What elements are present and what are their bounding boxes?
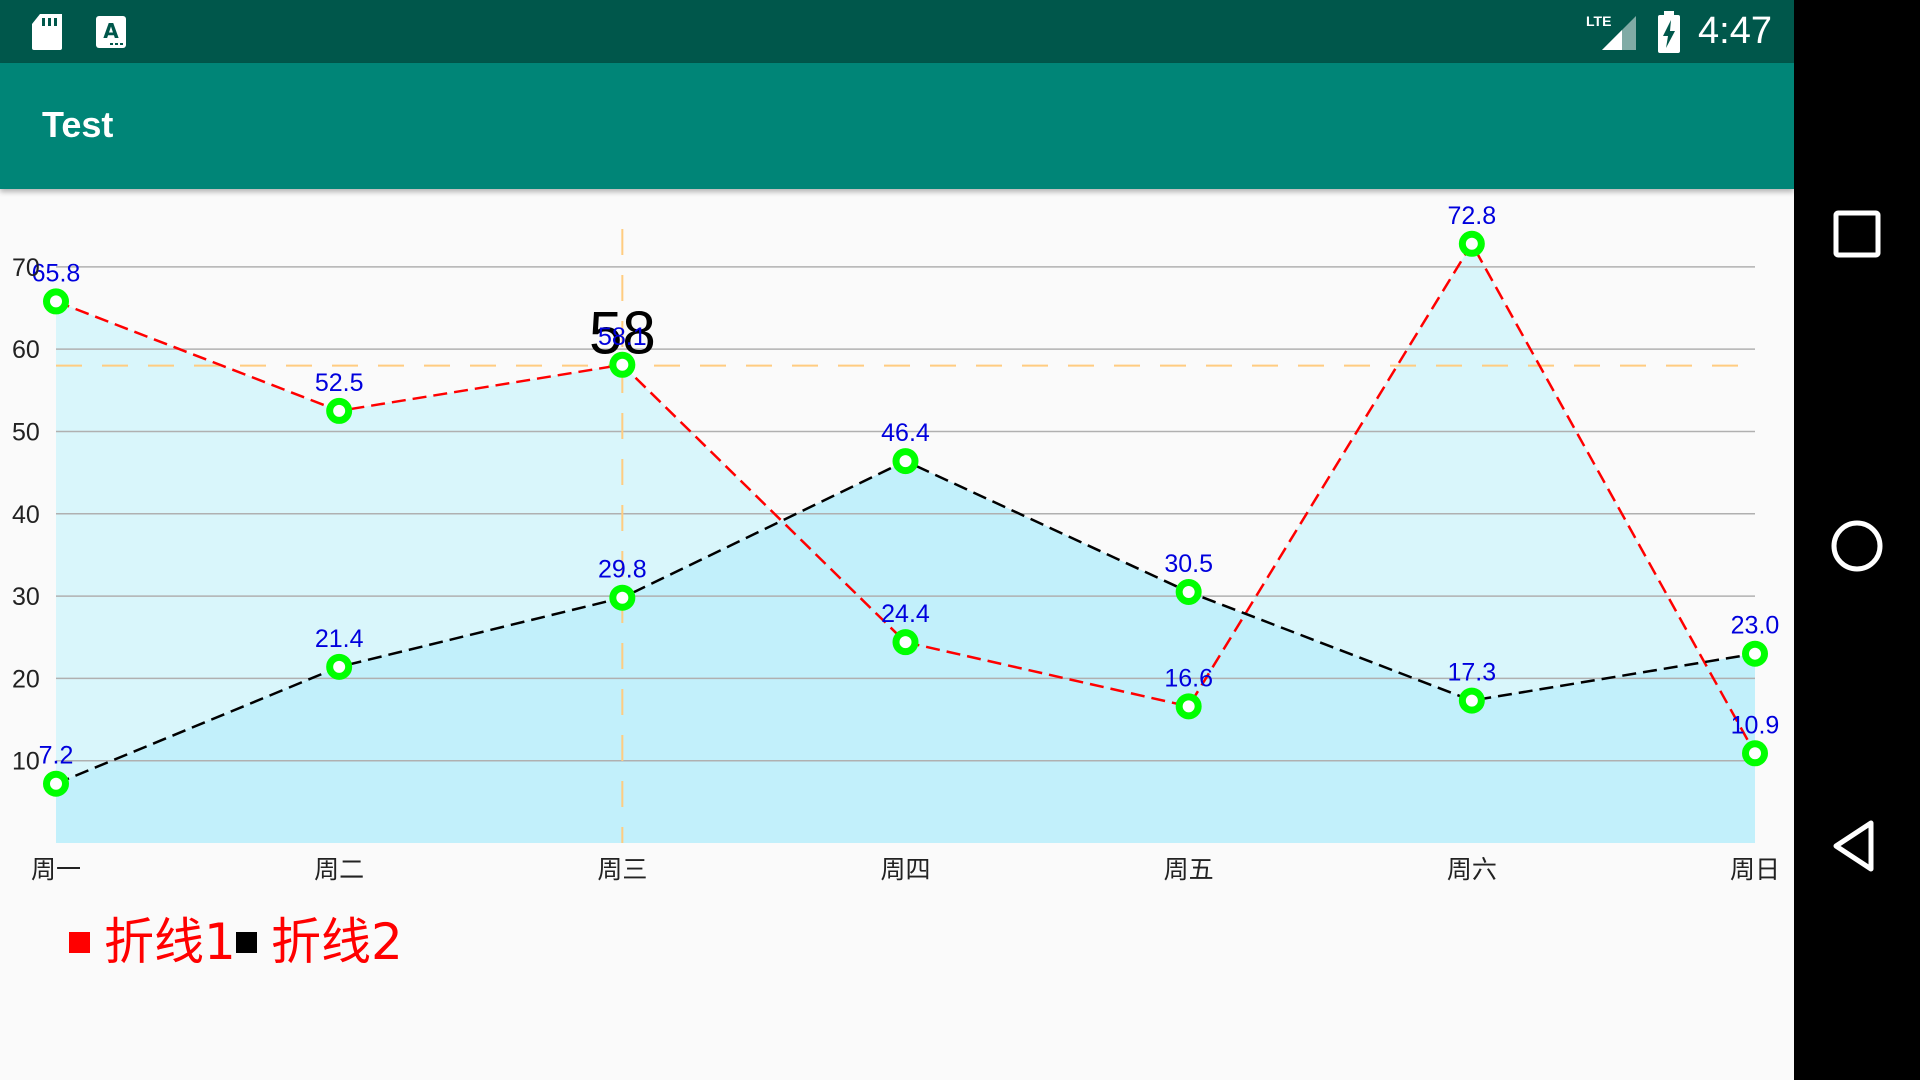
x-tick-label-2: 周二 — [314, 855, 364, 884]
sd-card-icon — [32, 14, 62, 50]
y-tick-label-60: 60 — [12, 336, 40, 364]
area-fills — [56, 243, 1755, 844]
status-bar: A LTE 4:47 — [0, 0, 1794, 63]
value-label-series-1-7: 10.9 — [1731, 711, 1780, 739]
app-bar: Test — [0, 63, 1794, 189]
navigation-bar — [1794, 0, 1920, 1080]
grid-lines — [56, 266, 1755, 762]
x-tick-label-6: 周六 — [1447, 855, 1497, 884]
home-circle-icon[interactable] — [1822, 511, 1892, 581]
data-point-series-2-6[interactable] — [1458, 687, 1485, 714]
line-chart: 58 65.8 52.5 58.1 24.4 16.6 72.8 10.9 7.2 21.4 29… — [12, 202, 1780, 884]
value-label-series-2-5: 30.5 — [1164, 550, 1213, 578]
svg-text:A: A — [103, 19, 119, 43]
value-label-series-1-5: 16.6 — [1164, 664, 1213, 692]
value-label-series-2-7: 23.0 — [1731, 612, 1780, 640]
highlight-crosshair: 58 — [56, 229, 1755, 843]
data-point-series-1-3[interactable] — [609, 351, 636, 378]
y-tick-label-40: 40 — [12, 501, 40, 529]
value-label-series-2-4: 46.4 — [881, 419, 930, 447]
data-point-series-2-5[interactable] — [1175, 578, 1202, 605]
value-labels: 65.8 52.5 58.1 24.4 16.6 72.8 10.9 7.2 21.4 29.8 4… — [32, 202, 1780, 770]
lte-label: LTE — [1586, 13, 1611, 29]
data-point-series-1-2[interactable] — [326, 397, 353, 424]
battery-charging-icon — [1658, 11, 1680, 53]
axis-labels: 10 20 30 40 50 60 70 周一 周二 周三 周四 周五 周六 周日 — [12, 254, 1780, 884]
legend-swatch-series-2 — [236, 931, 257, 953]
legend-label-series-2: 折线2 — [271, 913, 403, 971]
x-tick-label-4: 周四 — [880, 855, 930, 884]
y-tick-label-50: 50 — [12, 418, 40, 446]
value-label-series-1-4: 24.4 — [881, 600, 930, 628]
a-notification-icon: A — [96, 16, 126, 48]
y-tick-label-70: 70 — [12, 254, 40, 282]
x-tick-label-5: 周五 — [1164, 855, 1214, 884]
overview-square-icon[interactable] — [1827, 204, 1887, 264]
y-tick-label-20: 20 — [12, 665, 40, 693]
value-label-series-2-3: 29.8 — [598, 556, 647, 584]
value-label-series-2-1: 7.2 — [39, 742, 74, 770]
value-label-series-2-6: 17.3 — [1447, 659, 1496, 687]
legend-item-series-2: 折线2 — [236, 912, 403, 972]
x-tick-label-1: 周一 — [31, 855, 81, 884]
legend-label-series-1: 折线1 — [104, 913, 236, 971]
data-point-series-2-2[interactable] — [326, 653, 353, 680]
x-tick-label-3: 周三 — [597, 855, 647, 884]
app-title: Test — [42, 104, 114, 145]
data-point-series-2-3[interactable] — [609, 584, 636, 611]
data-point-series-1-6[interactable] — [1458, 230, 1485, 257]
data-point-series-1-4[interactable] — [892, 629, 919, 656]
data-point-series-2-4[interactable] — [892, 448, 919, 475]
value-label-series-1-2: 52.5 — [315, 369, 364, 397]
data-point-series-1-5[interactable] — [1175, 693, 1202, 720]
legend-item-series-1: 折线1 — [69, 912, 236, 972]
value-label-series-1-3: 58.1 — [598, 323, 647, 351]
back-triangle-icon[interactable] — [1824, 813, 1890, 879]
data-point-series-1-7[interactable] — [1742, 740, 1768, 767]
value-label-series-1-1: 65.8 — [32, 259, 81, 287]
x-tick-label-7: 周日 — [1730, 855, 1780, 884]
legend-swatch-series-1 — [69, 931, 90, 953]
value-label-series-2-2: 21.4 — [315, 625, 364, 653]
data-point-series-2-1[interactable] — [43, 770, 69, 797]
point-markers[interactable] — [43, 230, 1768, 797]
data-point-series-2-7[interactable] — [1742, 640, 1768, 667]
value-label-series-1-6: 72.8 — [1447, 202, 1496, 230]
y-tick-label-10: 10 — [12, 748, 40, 776]
data-point-series-1-1[interactable] — [43, 288, 69, 315]
y-tick-label-30: 30 — [12, 583, 40, 611]
status-time: 4:47 — [1698, 10, 1772, 52]
lte-signal-icon: LTE — [1586, 13, 1636, 50]
